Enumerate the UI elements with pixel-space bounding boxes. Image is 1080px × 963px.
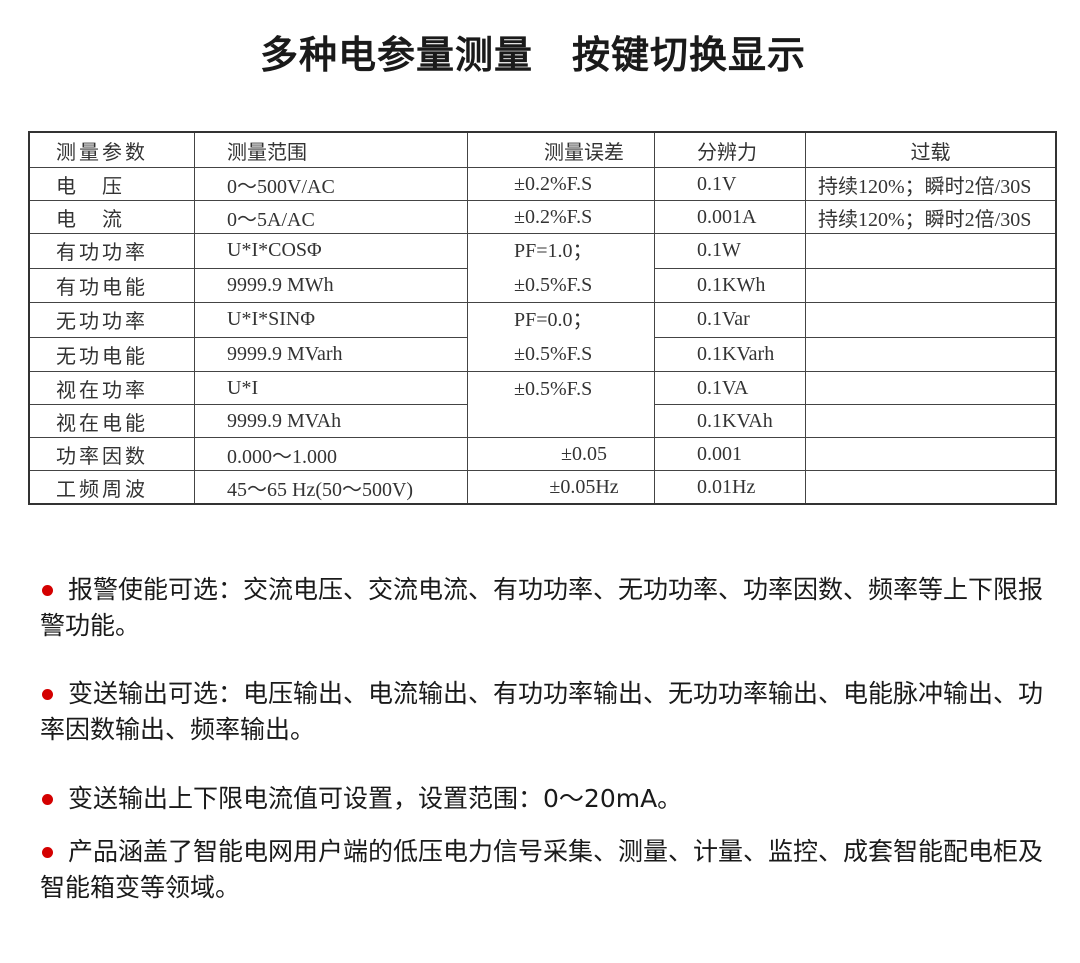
cell-range: 45～65 Hz(50～500V) (194, 470, 468, 505)
page-title: 多种电参量测量 按键切换显示 (259, 33, 806, 77)
cell-error-merged: PF=0.0； ±0.5%F.S (467, 302, 655, 372)
cell-error: ±0.05 (467, 437, 655, 471)
table-row: 电 压 0～500V/AC ±0.2%F.S 0.1V 持续120%；瞬时2倍/… (28, 167, 1057, 201)
table-row: 有功电能 9999.9 MWh 0.1KWh (28, 267, 1057, 303)
header-param: 测量参数 (28, 131, 195, 168)
cell-resolution: 0.01Hz (654, 470, 806, 505)
feature-list: 报警使能可选：交流电压、交流电流、有功功率、无功功率、功率因数、频率等上下限报警… (40, 572, 1050, 906)
cell-range: U*I (194, 371, 468, 405)
cell-range: U*I*SINΦ (194, 302, 468, 338)
cell-param: 电 流 (28, 200, 195, 234)
cell-error-merged: PF=1.0； ±0.5%F.S (467, 233, 655, 303)
cell-param: 视在功率 (28, 371, 195, 405)
table-row: 无功电能 9999.9 MVarh 0.1KVarh (28, 336, 1057, 372)
header-error: 测量误差 (467, 131, 655, 168)
cell-range: U*I*COSΦ (194, 233, 468, 269)
error-line: ±0.5%F.S (514, 274, 593, 296)
cell-overload (805, 336, 1057, 372)
cell-resolution: 0.1KWh (654, 267, 806, 303)
list-item: 变送输出可选：电压输出、电流输出、有功功率输出、无功功率输出、电能脉冲输出、功率… (40, 676, 1050, 748)
cell-overload (805, 233, 1057, 269)
cell-param: 有功电能 (28, 267, 195, 303)
list-item-text: 报警使能可选：交流电压、交流电流、有功功率、无功功率、功率因数、频率等上下限报警… (40, 575, 1044, 640)
cell-error-merged: ±0.5%F.S (467, 371, 655, 438)
cell-range: 9999.9 MWh (194, 267, 468, 303)
cell-overload: 持续120%；瞬时2倍/30S (805, 200, 1057, 234)
cell-resolution: 0.001 (654, 437, 806, 471)
bullet-dot-icon (42, 794, 53, 805)
list-item: 产品涵盖了智能电网用户端的低压电力信号采集、测量、计量、监控、成套智能配电柜及智… (40, 834, 1050, 906)
table-row: 功率因数 0.000～1.000 ±0.05 0.001 (28, 437, 1057, 471)
cell-resolution: 0.1V (654, 167, 806, 201)
table-row: 视在电能 9999.9 MVAh 0.1KVAh (28, 404, 1057, 438)
header-range: 测量范围 (194, 131, 468, 168)
cell-range: 0.000～1.000 (194, 437, 468, 471)
cell-error: ±0.2%F.S (467, 167, 655, 201)
list-item: 变送输出上下限电流值可设置，设置范围：0～20mA。 (40, 781, 1050, 817)
cell-overload (805, 404, 1057, 438)
error-line: PF=1.0； (514, 240, 593, 262)
cell-overload (805, 371, 1057, 405)
bullet-dot-icon (42, 585, 53, 596)
table-header-row: 测量参数 测量范围 测量误差 分辨力 过载 (28, 131, 1057, 168)
table-row: 视在功率 U*I ±0.5%F.S 0.1VA (28, 371, 1057, 438)
table-row: 无功功率 U*I*SINΦ PF=0.0； ±0.5%F.S 0.1Var (28, 302, 1057, 372)
header-resolution: 分辨力 (654, 131, 806, 168)
cell-param: 电 压 (28, 167, 195, 201)
cell-param: 无功电能 (28, 336, 195, 372)
error-line: ±0.5%F.S (514, 378, 593, 400)
error-line: ±0.5%F.S (514, 343, 593, 365)
error-line: PF=0.0； (514, 309, 593, 331)
list-item-text: 变送输出可选：电压输出、电流输出、有功功率输出、无功功率输出、电能脉冲输出、功率… (40, 679, 1044, 744)
cell-error: ±0.2%F.S (467, 200, 655, 234)
table-row: 有功功率 U*I*COSΦ PF=1.0； ±0.5%F.S 0.1W (28, 233, 1057, 303)
table-row: 电 流 0～5A/AC ±0.2%F.S 0.001A 持续120%；瞬时2倍/… (28, 200, 1057, 234)
cell-param: 视在电能 (28, 404, 195, 438)
cell-overload (805, 437, 1057, 471)
cell-overload (805, 267, 1057, 303)
cell-range: 9999.9 MVarh (194, 336, 468, 372)
bullet-dot-icon (42, 847, 53, 858)
list-item-text: 变送输出上下限电流值可设置，设置范围：0～20mA。 (68, 784, 683, 813)
list-item: 报警使能可选：交流电压、交流电流、有功功率、无功功率、功率因数、频率等上下限报警… (40, 572, 1050, 644)
cell-resolution: 0.001A (654, 200, 806, 234)
cell-range: 9999.9 MVAh (194, 404, 468, 438)
cell-range: 0～500V/AC (194, 167, 468, 201)
cell-resolution: 0.1KVAh (654, 404, 806, 438)
cell-param: 有功功率 (28, 233, 195, 269)
spec-table: 测量参数 测量范围 测量误差 分辨力 过载 电 压 0～500V/AC ±0.2… (28, 131, 1057, 505)
cell-param: 无功功率 (28, 302, 195, 338)
table-row: 工频周波 45～65 Hz(50～500V) ±0.05Hz 0.01Hz (28, 470, 1057, 505)
list-item-text: 产品涵盖了智能电网用户端的低压电力信号采集、测量、计量、监控、成套智能配电柜及智… (40, 837, 1044, 902)
cell-error: ±0.05Hz (467, 470, 655, 505)
cell-param: 工频周波 (28, 470, 195, 505)
cell-overload (805, 302, 1057, 338)
cell-resolution: 0.1KVarh (654, 336, 806, 372)
cell-range: 0～5A/AC (194, 200, 468, 234)
cell-resolution: 0.1VA (654, 371, 806, 405)
cell-resolution: 0.1Var (654, 302, 806, 338)
header-overload: 过载 (805, 131, 1057, 168)
cell-overload: 持续120%；瞬时2倍/30S (805, 167, 1057, 201)
cell-resolution: 0.1W (654, 233, 806, 269)
cell-overload (805, 470, 1057, 505)
bullet-dot-icon (42, 689, 53, 700)
cell-param: 功率因数 (28, 437, 195, 471)
